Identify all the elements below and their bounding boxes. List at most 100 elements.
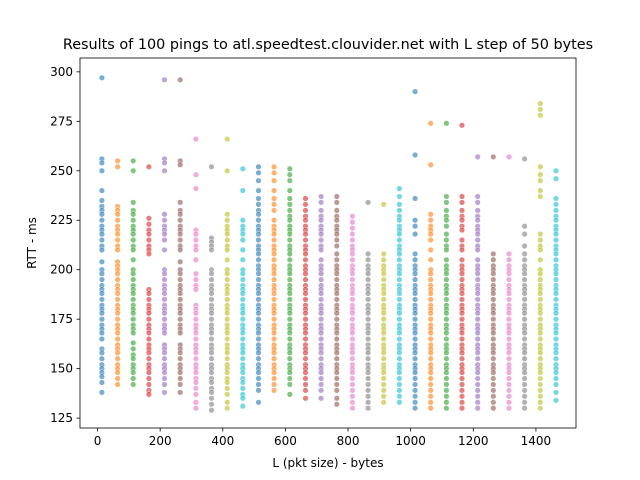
x-tick-label: 1400 [521, 434, 552, 448]
data-point [208, 389, 215, 396]
data-point [443, 223, 450, 230]
data-point [239, 385, 246, 392]
data-point [177, 355, 184, 362]
data-point [224, 246, 231, 253]
data-point [474, 296, 481, 303]
data-point [130, 369, 137, 376]
data-point [537, 316, 544, 323]
data-point [224, 379, 231, 386]
data-point [302, 207, 309, 214]
data-point [130, 316, 137, 323]
data-point [474, 310, 481, 317]
data-point [192, 335, 199, 343]
y-tick-label: 150 [50, 362, 73, 376]
data-point [427, 335, 434, 343]
data-point [505, 250, 513, 257]
data-point [333, 329, 340, 337]
data-point [552, 381, 560, 388]
data-point [505, 375, 513, 382]
data-point [396, 236, 403, 244]
data-point [114, 217, 121, 224]
data-point [427, 381, 434, 388]
data-point [130, 329, 137, 337]
data-point [98, 236, 105, 244]
data-point [177, 199, 184, 206]
data-point [365, 270, 372, 277]
data-point [443, 310, 450, 317]
data-point [474, 405, 481, 412]
data-point [208, 290, 215, 297]
data-point [208, 296, 215, 303]
chart-title: Results of 100 pings to atl.speedtest.cl… [63, 37, 593, 53]
data-point [130, 276, 137, 283]
data-point [427, 217, 434, 224]
data-point [239, 217, 246, 224]
data-point [239, 236, 246, 244]
data-point [192, 185, 199, 192]
data-point [271, 256, 278, 263]
data-point [427, 276, 434, 283]
data-point [333, 381, 340, 388]
data-point [114, 335, 121, 343]
data-point [412, 381, 419, 388]
data-point [192, 329, 199, 337]
data-point [239, 369, 246, 376]
data-point [505, 276, 513, 283]
data-point [443, 399, 450, 406]
data-point [271, 177, 278, 184]
data-point [396, 207, 403, 214]
data-point [365, 310, 372, 317]
data-point [239, 231, 246, 238]
data-point [380, 201, 387, 208]
data-point [286, 369, 293, 376]
data-point [490, 399, 497, 406]
data-point [208, 329, 215, 337]
data-point [474, 217, 481, 224]
data-point [474, 399, 481, 406]
data-point [177, 258, 184, 265]
data-point [365, 316, 372, 323]
data-point [286, 391, 293, 398]
data-point [239, 379, 246, 386]
data-point [177, 211, 184, 218]
data-point [255, 375, 262, 382]
data-point [537, 296, 544, 303]
data-point [380, 276, 387, 283]
data-point [365, 329, 372, 337]
data-point [239, 310, 246, 317]
data-point [537, 369, 544, 376]
data-point [271, 375, 278, 382]
data-point [458, 227, 466, 234]
data-point [505, 296, 513, 303]
data-point [177, 161, 184, 168]
data-point [365, 199, 372, 206]
data-point [521, 155, 528, 162]
data-point [161, 310, 168, 317]
data-point [458, 329, 466, 337]
data-point [349, 355, 356, 362]
data-point [255, 163, 262, 170]
data-point [490, 369, 497, 376]
data-point [286, 270, 293, 277]
data-point [271, 169, 278, 176]
data-point [505, 399, 513, 406]
data-point [427, 231, 434, 238]
data-point [145, 329, 152, 337]
data-point [443, 290, 450, 297]
data-point [412, 316, 419, 323]
data-point [255, 270, 262, 277]
data-point [98, 389, 105, 396]
data-point [443, 393, 450, 400]
data-point [521, 223, 528, 230]
data-point [271, 236, 278, 244]
data-point [412, 355, 419, 362]
data-point [349, 405, 356, 412]
data-point [302, 290, 309, 297]
data-point [521, 349, 528, 356]
data-point [255, 399, 262, 406]
data-point [552, 316, 560, 323]
data-point [552, 329, 560, 337]
data-point [114, 276, 121, 283]
data-point [208, 379, 215, 386]
data-point [396, 296, 403, 303]
